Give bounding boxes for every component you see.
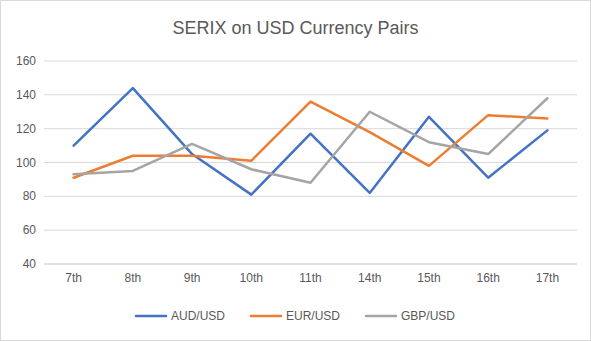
chart-border <box>1 1 591 341</box>
y-tick-label: 40 <box>23 257 37 271</box>
x-tick-label: 10th <box>240 271 263 285</box>
x-tick-label: 9th <box>184 271 201 285</box>
legend-label: AUD/USD <box>171 309 225 323</box>
x-tick-label: 8th <box>124 271 141 285</box>
x-tick-label: 14th <box>358 271 381 285</box>
series-line <box>74 88 548 195</box>
grid-line <box>44 230 577 231</box>
grid-line <box>44 61 577 62</box>
y-tick-label: 80 <box>23 189 37 203</box>
grid-line <box>44 162 577 163</box>
x-axis-line <box>44 264 577 265</box>
x-tick-label: 16th <box>476 271 499 285</box>
y-tick-label: 160 <box>16 54 36 68</box>
legend-label: GBP/USD <box>401 309 455 323</box>
legend-label: EUR/USD <box>286 309 340 323</box>
x-tick-label: 7th <box>65 271 82 285</box>
x-tick-label: 17th <box>536 271 559 285</box>
legend-swatch <box>251 315 281 318</box>
series-line <box>74 98 548 183</box>
y-tick-label: 100 <box>16 156 36 170</box>
title: SERIX on USD Currency Pairs <box>172 18 418 38</box>
y-tick-label: 60 <box>23 223 37 237</box>
x-tick-label: 11th <box>299 271 321 285</box>
y-tick-label: 140 <box>16 88 36 102</box>
legend: AUD/USD EUR/USD GBP/USD <box>136 309 455 323</box>
grid-line <box>44 196 577 197</box>
chart: SERIX on USD Currency Pairs 40 60 80 100 120 1… <box>0 0 591 341</box>
x-tick-label: 15th <box>417 271 440 285</box>
legend-swatch <box>136 315 166 318</box>
y-tick-label: 120 <box>16 122 36 136</box>
grid-line <box>44 128 577 129</box>
legend-swatch <box>366 315 396 318</box>
plot-area <box>74 88 548 195</box>
